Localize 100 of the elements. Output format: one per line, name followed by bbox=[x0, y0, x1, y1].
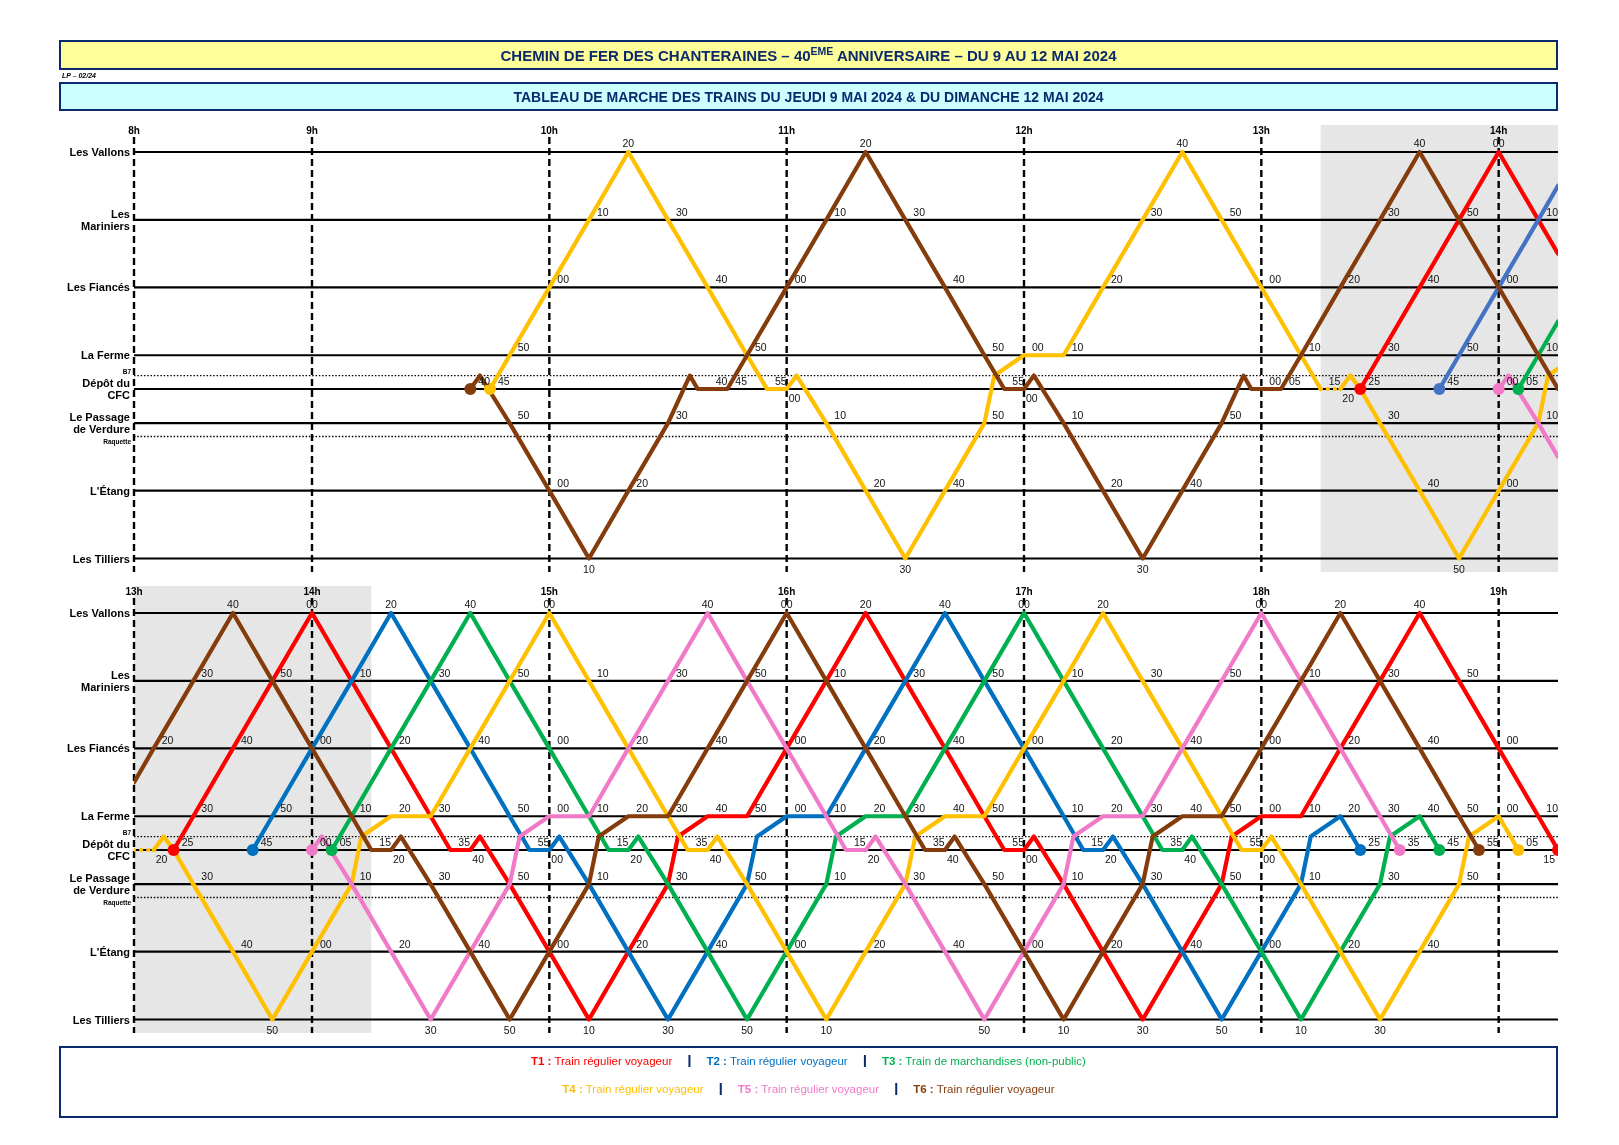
annotation: 10 bbox=[596, 666, 609, 679]
annotation: 50 bbox=[741, 1023, 754, 1036]
annotation: 00 bbox=[1506, 476, 1519, 489]
annotation: 30 bbox=[1150, 666, 1163, 679]
text: T3 : Train de marchandises (non-public) bbox=[881, 1055, 1086, 1067]
annotation: 30 bbox=[438, 870, 451, 883]
annotation: 40 bbox=[1427, 937, 1440, 950]
annotation: 00 bbox=[320, 937, 332, 950]
x-tick-label: 13h bbox=[125, 586, 143, 597]
ref-line-label: Dépôt du CFC bbox=[82, 376, 131, 402]
ref-line-label: Les Tilliers bbox=[72, 1013, 130, 1026]
annotation: 00 bbox=[320, 734, 332, 747]
annotation: 10 bbox=[834, 409, 847, 422]
annotation: 50 bbox=[1467, 205, 1479, 218]
annotation: 00 bbox=[788, 391, 801, 404]
annotation: 35 bbox=[933, 835, 945, 848]
x-tick-label: 14h bbox=[303, 586, 321, 597]
annotation: 00 bbox=[1506, 273, 1519, 286]
annotation: 40 bbox=[952, 273, 965, 286]
annotation: 00 bbox=[1026, 852, 1038, 865]
annotation: 20 bbox=[1111, 476, 1123, 489]
annotation: 25 bbox=[1368, 835, 1381, 848]
chart-subtitle: TABLEAU DE MARCHE DES TRAINS DU JEUDI 9 MAI 2024 & DU DIMANCHE 12 MAI 2024 bbox=[513, 89, 1104, 105]
ref-line-label: Les Vallons bbox=[69, 146, 130, 158]
annotation: 50 bbox=[503, 1023, 516, 1036]
annotation: 20 bbox=[622, 137, 635, 149]
annotation: 20 bbox=[1334, 598, 1347, 610]
annotation: 15 bbox=[1328, 374, 1341, 387]
annotation: 00 bbox=[1269, 937, 1282, 950]
annotation: 10 bbox=[1308, 870, 1321, 883]
annotation: 50 bbox=[992, 341, 1005, 354]
annotation: 10 bbox=[596, 870, 609, 883]
x-tick-label: 10h bbox=[540, 125, 558, 136]
annotation: 30 bbox=[913, 802, 926, 815]
x-tick-label: 15h bbox=[540, 586, 558, 597]
ref-line-label: La Ferme bbox=[81, 810, 130, 823]
text: T1 : Train régulier voyageur bbox=[530, 1055, 673, 1067]
annotation: 00 bbox=[306, 598, 318, 610]
annotation: 45 bbox=[735, 374, 748, 387]
annotation: 20 bbox=[1105, 852, 1117, 865]
annotation: 20 bbox=[399, 937, 411, 950]
annotation: 50 bbox=[280, 802, 293, 815]
annotation: 50 bbox=[517, 802, 530, 815]
annotation: 05 bbox=[1289, 374, 1301, 387]
annotation: 00 bbox=[557, 937, 570, 950]
annotation: 40 bbox=[946, 852, 959, 865]
annotation: 50 bbox=[1229, 666, 1242, 679]
annotation: 35 bbox=[1407, 835, 1420, 848]
annotation: 40 bbox=[1427, 734, 1440, 747]
annotation: 20 bbox=[636, 734, 649, 747]
annotation: 40 bbox=[715, 374, 728, 387]
annotation: 05 bbox=[339, 835, 352, 848]
annotation: 00 bbox=[794, 273, 807, 286]
annotation: 30 bbox=[913, 666, 926, 679]
annotation: 20 bbox=[873, 802, 886, 815]
annotation: 10 bbox=[1295, 1023, 1307, 1036]
annotation: 10 bbox=[583, 562, 595, 575]
annotation: 00 bbox=[1032, 937, 1044, 950]
annotation: 35 bbox=[695, 835, 708, 848]
annotation: 40 bbox=[240, 734, 253, 747]
ref-line-label: L'Étang bbox=[90, 945, 130, 958]
annotation: 30 bbox=[1374, 1023, 1386, 1036]
annotation: 20 bbox=[859, 598, 872, 610]
annotation: 10 bbox=[1546, 205, 1559, 218]
annotation: 25 bbox=[181, 835, 194, 848]
annotation: 40 bbox=[1184, 852, 1197, 865]
annotation: 30 bbox=[1388, 802, 1400, 815]
ref-line-label: Les Fiancés bbox=[67, 281, 130, 294]
annotation: 00 bbox=[1269, 374, 1282, 387]
annotation: 40 bbox=[478, 374, 491, 387]
annotation: 00 bbox=[794, 734, 807, 747]
annotation: 20 bbox=[1111, 273, 1123, 286]
annotation: 20 bbox=[873, 937, 886, 950]
annotation: 40 bbox=[952, 937, 965, 950]
annotation: 10 bbox=[1071, 870, 1084, 883]
annotation: 00 bbox=[1269, 802, 1282, 815]
ref-line-label: L'Étang bbox=[90, 484, 130, 497]
annotation: 40 bbox=[952, 802, 965, 815]
annotation: 10 bbox=[359, 802, 372, 815]
annotation: 20 bbox=[1348, 734, 1361, 747]
annotation: 05 bbox=[1526, 835, 1539, 848]
annotation: 40 bbox=[1413, 137, 1426, 149]
annotation: 20 bbox=[393, 852, 405, 865]
annotation: 55 bbox=[537, 835, 550, 848]
annotation: 00 bbox=[1492, 137, 1505, 149]
annotation: 40 bbox=[709, 852, 722, 865]
annotation: 40 bbox=[1190, 476, 1203, 489]
x-tick-label: 18h bbox=[1252, 586, 1270, 597]
annotation: 10 bbox=[834, 802, 847, 815]
annotation: 50 bbox=[1215, 1023, 1228, 1036]
annotation: 55 bbox=[1249, 835, 1262, 848]
annotation: 50 bbox=[1229, 802, 1242, 815]
annotation: 10 bbox=[834, 205, 847, 218]
annotation: 50 bbox=[978, 1023, 991, 1036]
annotation: 50 bbox=[1467, 802, 1479, 815]
annotation: 00 bbox=[1506, 374, 1519, 387]
annotation: 40 bbox=[1413, 598, 1426, 610]
annotation: 50 bbox=[992, 870, 1005, 883]
annotation: 50 bbox=[992, 802, 1005, 815]
annotation: 45 bbox=[1447, 374, 1460, 387]
